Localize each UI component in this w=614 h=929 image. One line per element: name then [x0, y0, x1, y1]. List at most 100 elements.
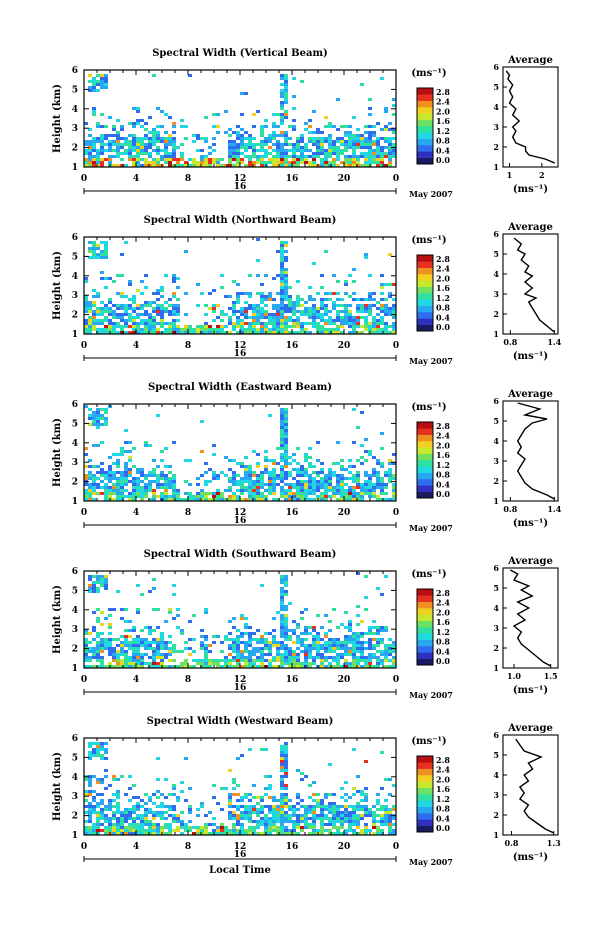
heat-cell [104, 149, 108, 152]
heat-cell [368, 638, 372, 641]
heat-cell [340, 489, 344, 492]
heat-cell [156, 656, 160, 659]
heat-cell [300, 617, 304, 620]
heat-cell [132, 143, 136, 146]
heat-cell [276, 313, 280, 316]
heat-cell [280, 152, 284, 155]
heat-cell [96, 590, 100, 593]
average-title: Average [507, 556, 553, 567]
heat-cell [168, 829, 172, 832]
heat-cell [332, 331, 336, 334]
heat-cell [200, 805, 204, 808]
heat-cell [232, 641, 236, 644]
heat-cell [104, 256, 108, 259]
heat-cell [304, 805, 308, 808]
heat-cell [368, 492, 372, 495]
heat-cell [328, 140, 332, 143]
heat-cell [156, 650, 160, 653]
heat-cell [216, 331, 220, 334]
heat-cell [296, 486, 300, 489]
heat-cell [156, 146, 160, 149]
heat-cell [180, 152, 184, 155]
heat-cell [100, 161, 104, 164]
heat-cell [372, 644, 376, 647]
heat-cell [364, 826, 368, 829]
heat-cell [160, 319, 164, 322]
heat-cell [196, 328, 200, 331]
heat-cell [360, 155, 364, 158]
heat-cell [192, 495, 196, 498]
heat-cell [144, 641, 148, 644]
heat-cell [232, 498, 236, 501]
heat-cell [296, 280, 300, 283]
heat-cell [124, 829, 128, 832]
heat-cell [364, 480, 368, 483]
heat-cell [100, 322, 104, 325]
heat-cell [228, 662, 232, 665]
heat-cell [196, 483, 200, 486]
average-y-tick-label: 5 [493, 416, 499, 426]
heat-cell [240, 829, 244, 832]
colorbar-tick-label: 0.0 [436, 322, 450, 332]
heat-cell [356, 480, 360, 483]
heat-cell [144, 128, 148, 131]
heat-cell [348, 489, 352, 492]
heat-cell [108, 477, 112, 480]
heat-cell [184, 164, 188, 167]
heat-cell [96, 313, 100, 316]
heat-cell [368, 134, 372, 137]
heat-cell [304, 128, 308, 131]
heat-cell [328, 331, 332, 334]
heat-cell [380, 653, 384, 656]
average-y-tick-label: 1 [493, 830, 499, 840]
heat-cell [136, 164, 140, 167]
heat-cell [112, 140, 116, 143]
heat-cell [120, 480, 124, 483]
heat-cell [304, 629, 308, 632]
heat-cell [120, 665, 124, 668]
heat-cell [184, 665, 188, 668]
heat-cell [152, 164, 156, 167]
heat-cell [300, 146, 304, 149]
heat-cell [244, 131, 248, 134]
heat-cell [92, 587, 96, 590]
heat-cell [140, 474, 144, 477]
heat-cell [316, 635, 320, 638]
heat-cell [116, 322, 120, 325]
heat-cell [340, 823, 344, 826]
heat-cell [232, 647, 236, 650]
heat-cell [356, 614, 360, 617]
heat-cell [384, 107, 388, 110]
heat-cell [228, 793, 232, 796]
heat-cell [376, 474, 380, 477]
heat-cell [288, 325, 292, 328]
heat-cell [124, 450, 128, 453]
heat-cell [128, 808, 132, 811]
heat-cell [232, 140, 236, 143]
heat-cell [216, 662, 220, 665]
heat-cell [284, 137, 288, 140]
heat-cell [360, 653, 364, 656]
heat-cell [312, 814, 316, 817]
heat-cell [264, 304, 268, 307]
heat-cell [300, 498, 304, 501]
heat-cell [336, 331, 340, 334]
heat-cell [232, 322, 236, 325]
heat-cell [320, 656, 324, 659]
heat-cell [248, 492, 252, 495]
heat-cell [128, 665, 132, 668]
heat-cell [84, 158, 88, 161]
heat-cell [288, 805, 292, 808]
heat-cell [280, 101, 284, 104]
heat-cell [384, 110, 388, 113]
heat-cell [120, 137, 124, 140]
heat-cell [216, 498, 220, 501]
heat-cell [204, 492, 208, 495]
heat-cell [344, 149, 348, 152]
heat-cell [140, 313, 144, 316]
heat-cell [304, 161, 308, 164]
heat-cell [152, 161, 156, 164]
heat-cell [108, 820, 112, 823]
heat-cell [156, 158, 160, 161]
heat-cell [96, 444, 100, 447]
